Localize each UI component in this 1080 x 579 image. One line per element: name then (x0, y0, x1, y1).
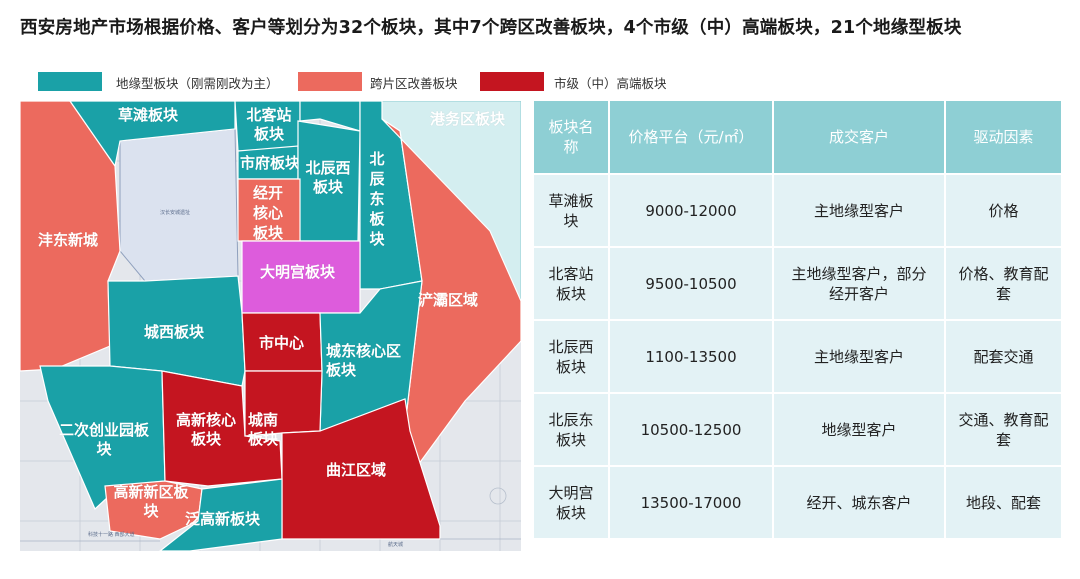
col-header-price: 价格平台（元/㎡） (610, 101, 774, 175)
cell-customer: 经开、城东客户 (774, 467, 946, 540)
label-chanba: 浐灞区域 (418, 291, 479, 309)
table-header-row: 板块名称 价格平台（元/㎡） 成交客户 驱动因素 (534, 101, 1061, 175)
cell-price: 9500-10500 (610, 248, 774, 321)
cell-price: 10500-12500 (610, 394, 774, 467)
map-svg (20, 101, 521, 551)
legend-label-kuapianqu: 跨片区改善板块 (370, 76, 458, 91)
table-row: 草滩板块 9000-12000 主地缘型客户 价格 (534, 175, 1061, 248)
label-jingkai: 经开核心板块 (252, 184, 283, 242)
region-caotan (69, 101, 236, 168)
col-header-customer: 成交客户 (774, 101, 946, 175)
cell-driver: 价格 (946, 175, 1061, 248)
region-fangao (159, 478, 283, 551)
price-table-wrap: 板块名称 价格平台（元/㎡） 成交客户 驱动因素 草滩板块 9000-12000… (534, 101, 1061, 544)
cell-customer: 地缘型客户 (774, 394, 946, 467)
cell-name: 北客站板块 (534, 248, 610, 321)
district-map: 草滩板块 北客站板块 港务区板块 市府板块 北辰西板块 北辰东板块 经开核心板块… (20, 101, 521, 551)
label-chengnan: 城南板块 (247, 411, 278, 448)
legend-swatch-salmon (298, 72, 362, 91)
cell-name: 北辰西板块 (534, 321, 610, 394)
col-header-driver: 驱动因素 (946, 101, 1061, 175)
cell-name: 北辰东板块 (534, 394, 610, 467)
label-beikezhan: 北客站板块 (246, 106, 292, 143)
label-shizhongxin: 市中心 (259, 334, 305, 352)
region-gaoxinhexin (161, 370, 283, 487)
cell-driver: 交通、教育配套 (946, 394, 1061, 467)
label-shifu: 市府板块 (240, 154, 298, 172)
cell-driver: 地段、配套 (946, 467, 1061, 540)
cell-customer: 主地缘型客户 (774, 175, 946, 248)
region-caotan-east (299, 101, 361, 132)
cell-name: 大明宫板块 (534, 467, 610, 540)
label-daminggong: 大明宫板块 (260, 263, 336, 281)
cell-price: 9000-12000 (610, 175, 774, 248)
label-gangwu: 港务区板块 (430, 110, 506, 128)
legend-label-diyuan: 地缘型板块（刚需刚改为主） (116, 76, 279, 91)
label-gaoxinhexin: 高新核心板块 (175, 411, 236, 448)
label-fengdong: 沣东新城 (38, 231, 99, 249)
label-erci: 二次创业园板块 (58, 421, 149, 458)
label-beichendong: 北辰东板块 (369, 150, 385, 248)
legend-swatch-teal (38, 72, 102, 91)
region-hanchengnan (119, 128, 239, 282)
map-small-hanchengnan: 汉长安城遗址 (160, 210, 191, 216)
label-gaoxinxin: 高新新区板块 (113, 483, 189, 520)
page-title: 西安房地产市场根据价格、客户等划分为32个板块，其中7个跨区改善板块，4个市级（… (20, 18, 962, 38)
col-header-name: 板块名称 (534, 101, 610, 175)
cell-name: 草滩板块 (534, 175, 610, 248)
legend-label-shiji: 市级（中）高端板块 (554, 76, 667, 91)
cell-driver: 配套交通 (946, 321, 1061, 394)
label-chengxi: 城西板块 (144, 323, 205, 341)
region-chanba (381, 118, 521, 478)
table-row: 北辰西板块 1100-13500 主地缘型客户 配套交通 (534, 321, 1061, 394)
table-row: 北辰东板块 10500-12500 地缘型客户 交通、教育配套 (534, 394, 1061, 467)
table-row: 北客站板块 9500-10500 主地缘型客户，部分经开客户 价格、教育配套 (534, 248, 1061, 321)
price-table: 板块名称 价格平台（元/㎡） 成交客户 驱动因素 草滩板块 9000-12000… (534, 101, 1061, 540)
map-small-bottom-left: 科技十一路 西部大道 (88, 532, 135, 538)
label-caotan: 草滩板块 (118, 106, 179, 124)
label-fangao: 泛高新板块 (185, 510, 261, 528)
label-qujiang: 曲江区域 (326, 461, 387, 479)
cell-driver: 价格、教育配套 (946, 248, 1061, 321)
table-row: 大明宫板块 13500-17000 经开、城东客户 地段、配套 (534, 467, 1061, 540)
cell-price: 13500-17000 (610, 467, 774, 540)
legend-swatch-red (480, 72, 544, 91)
roads (20, 487, 521, 542)
cell-customer: 主地缘型客户 (774, 321, 946, 394)
label-chengdong: 城东核心区板块 (326, 342, 402, 379)
cell-customer: 主地缘型客户，部分经开客户 (774, 248, 946, 321)
label-beichenxi: 北辰西板块 (305, 159, 351, 196)
map-small-bottom-right: 航天城 (388, 542, 404, 548)
cell-price: 1100-13500 (610, 321, 774, 394)
